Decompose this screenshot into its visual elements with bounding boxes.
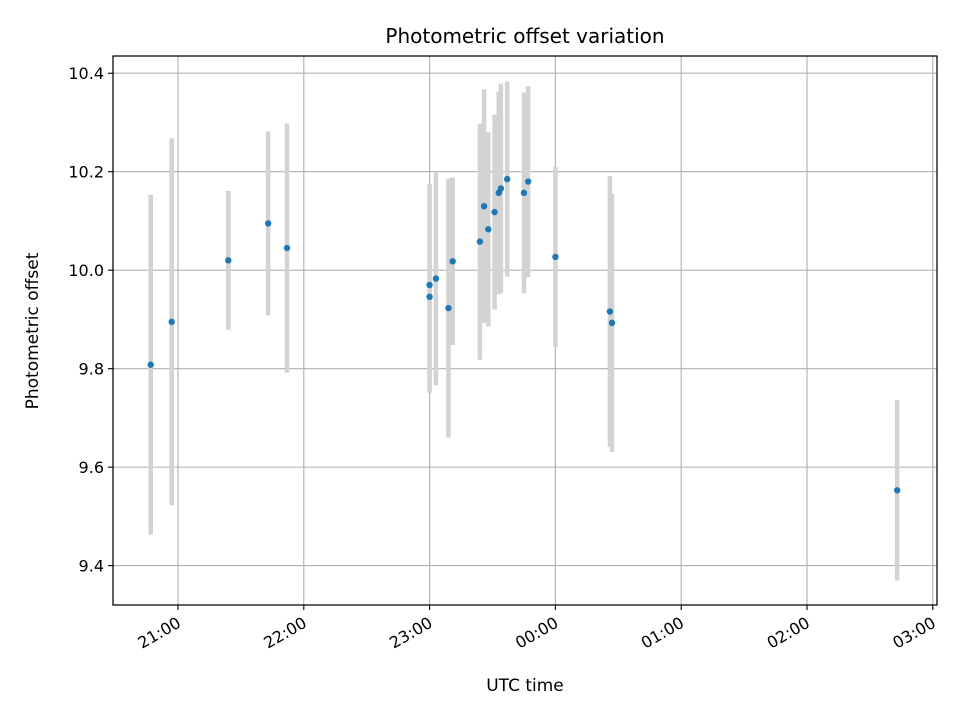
data-point bbox=[426, 281, 433, 289]
data-points bbox=[147, 175, 901, 494]
data-point bbox=[524, 178, 532, 185]
x-axis-label: UTC time bbox=[486, 676, 564, 696]
data-point bbox=[491, 208, 498, 216]
y-tick-label: 10.4 bbox=[68, 64, 104, 83]
data-point bbox=[520, 189, 528, 197]
y-tick-label: 9.6 bbox=[79, 458, 104, 477]
data-point bbox=[608, 319, 616, 327]
data-point bbox=[147, 361, 154, 368]
data-point bbox=[445, 304, 452, 312]
grid-lines bbox=[113, 56, 937, 605]
data-point bbox=[264, 220, 272, 227]
y-axis-label: Photometric offset bbox=[23, 252, 43, 409]
y-tick-label: 9.4 bbox=[79, 557, 104, 576]
y-tick-label: 10.2 bbox=[68, 163, 104, 182]
data-point bbox=[606, 308, 614, 315]
y-tick-label: 10.0 bbox=[68, 261, 104, 280]
data-point bbox=[225, 257, 232, 264]
data-point bbox=[552, 253, 559, 261]
data-point bbox=[893, 487, 901, 494]
data-point bbox=[485, 226, 492, 233]
data-point bbox=[168, 318, 175, 326]
data-point bbox=[503, 175, 511, 183]
data-point bbox=[480, 202, 488, 210]
data-point bbox=[283, 244, 291, 252]
data-point bbox=[449, 258, 456, 265]
plot-frame bbox=[112, 55, 938, 606]
data-point bbox=[432, 275, 440, 282]
data-point bbox=[476, 238, 484, 245]
y-tick-label: 9.8 bbox=[79, 360, 104, 379]
data-point bbox=[497, 185, 505, 192]
y-axis-ticks: 9.4 9.6 9.8 10.0 10.2 10.4 bbox=[68, 64, 113, 576]
chart-title: Photometric offset variation bbox=[385, 24, 664, 48]
data-point bbox=[426, 293, 433, 300]
